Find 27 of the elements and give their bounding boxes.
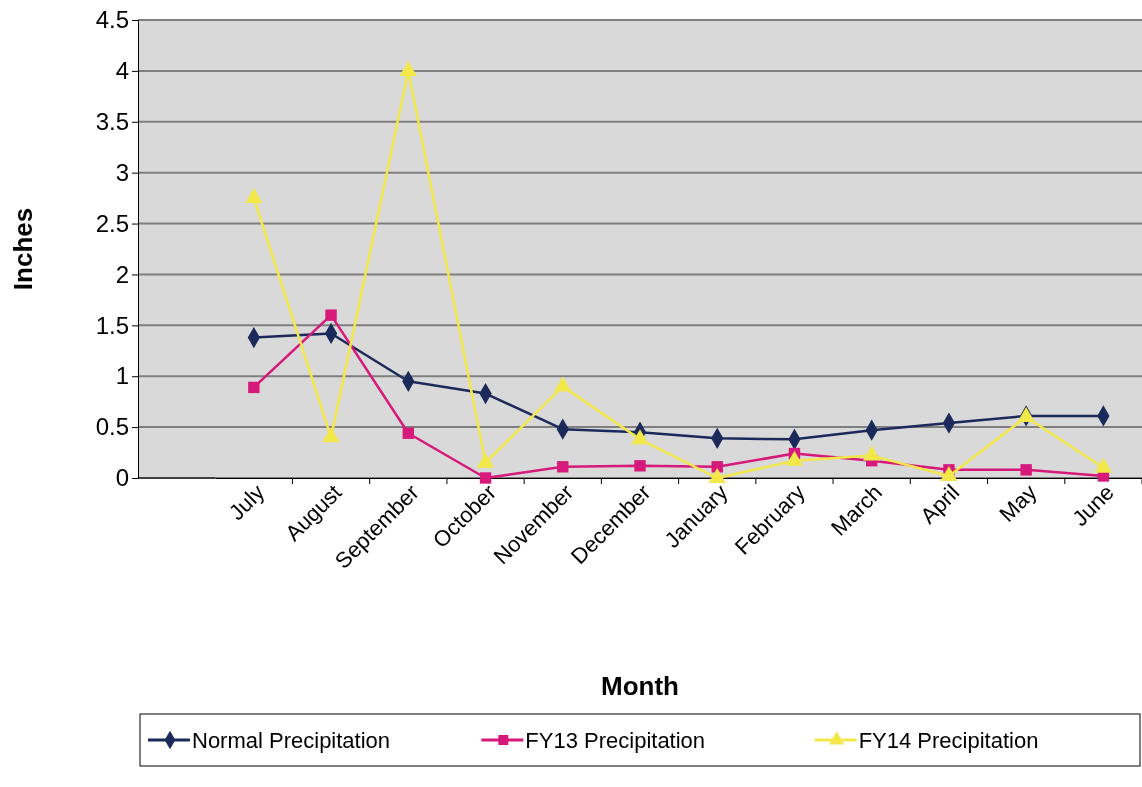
point [245, 188, 263, 204]
legend-label: FY13 Precipitation [525, 728, 706, 753]
point [557, 461, 569, 473]
y-tick-label: 1 [115, 362, 129, 390]
y-tick-label: 0.5 [95, 413, 129, 441]
point [402, 427, 415, 439]
y-tick-label: 2.5 [95, 209, 129, 237]
point [248, 381, 260, 394]
y-tick-label: 4.5 [95, 6, 129, 34]
y-axis-title: Inches [8, 207, 38, 291]
point [634, 460, 646, 472]
y-tick-label: 3 [115, 158, 129, 186]
point [1020, 464, 1032, 476]
y-tick-label: 1.5 [95, 311, 129, 339]
y-tick-label: 2 [115, 260, 129, 288]
y-tick-label: 0 [115, 464, 129, 492]
x-tick-label: July [223, 479, 270, 526]
point [479, 472, 492, 484]
x-tick-label: May [994, 479, 1042, 527]
point [554, 376, 572, 392]
legend-label: Normal Precipitation [192, 728, 391, 753]
x-axis-title: Month [601, 671, 679, 701]
y-tick-label: 4 [115, 57, 129, 85]
legend-label: FY14 Precipitation [858, 728, 1039, 753]
point [325, 309, 337, 321]
point [399, 60, 417, 76]
y-tick-label: 3.5 [95, 107, 129, 135]
